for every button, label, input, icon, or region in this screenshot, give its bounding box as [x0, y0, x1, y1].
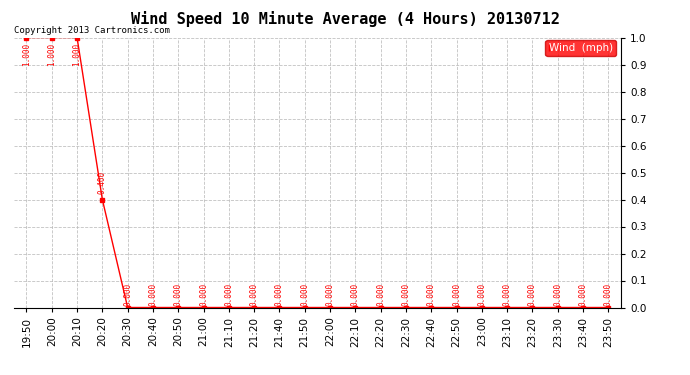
Text: 0.000: 0.000 — [502, 283, 512, 306]
Text: 0.000: 0.000 — [123, 283, 132, 306]
Text: 0.000: 0.000 — [326, 283, 335, 306]
Text: 0.000: 0.000 — [174, 283, 183, 306]
Text: 1.000: 1.000 — [22, 43, 31, 66]
Text: Copyright 2013 Cartronics.com: Copyright 2013 Cartronics.com — [14, 26, 170, 35]
Text: 0.000: 0.000 — [376, 283, 385, 306]
Legend: Wind  (mph): Wind (mph) — [545, 40, 615, 56]
Text: 0.000: 0.000 — [528, 283, 537, 306]
Text: 0.000: 0.000 — [578, 283, 588, 306]
Text: 0.000: 0.000 — [426, 283, 436, 306]
Text: 0.000: 0.000 — [300, 283, 309, 306]
Text: 0.000: 0.000 — [224, 283, 233, 306]
Text: 0.000: 0.000 — [477, 283, 486, 306]
Text: 0.400: 0.400 — [98, 171, 107, 194]
Text: 1.000: 1.000 — [47, 43, 57, 66]
Text: 0.000: 0.000 — [604, 283, 613, 306]
Text: 0.000: 0.000 — [402, 283, 411, 306]
Text: 0.000: 0.000 — [275, 283, 284, 306]
Text: 0.000: 0.000 — [553, 283, 562, 306]
Text: 0.000: 0.000 — [199, 283, 208, 306]
Text: 0.000: 0.000 — [351, 283, 360, 306]
Text: Wind Speed 10 Minute Average (4 Hours) 20130712: Wind Speed 10 Minute Average (4 Hours) 2… — [130, 11, 560, 27]
Text: 0.000: 0.000 — [250, 283, 259, 306]
Text: 1.000: 1.000 — [72, 43, 81, 66]
Text: 0.000: 0.000 — [452, 283, 461, 306]
Text: 0.000: 0.000 — [148, 283, 157, 306]
